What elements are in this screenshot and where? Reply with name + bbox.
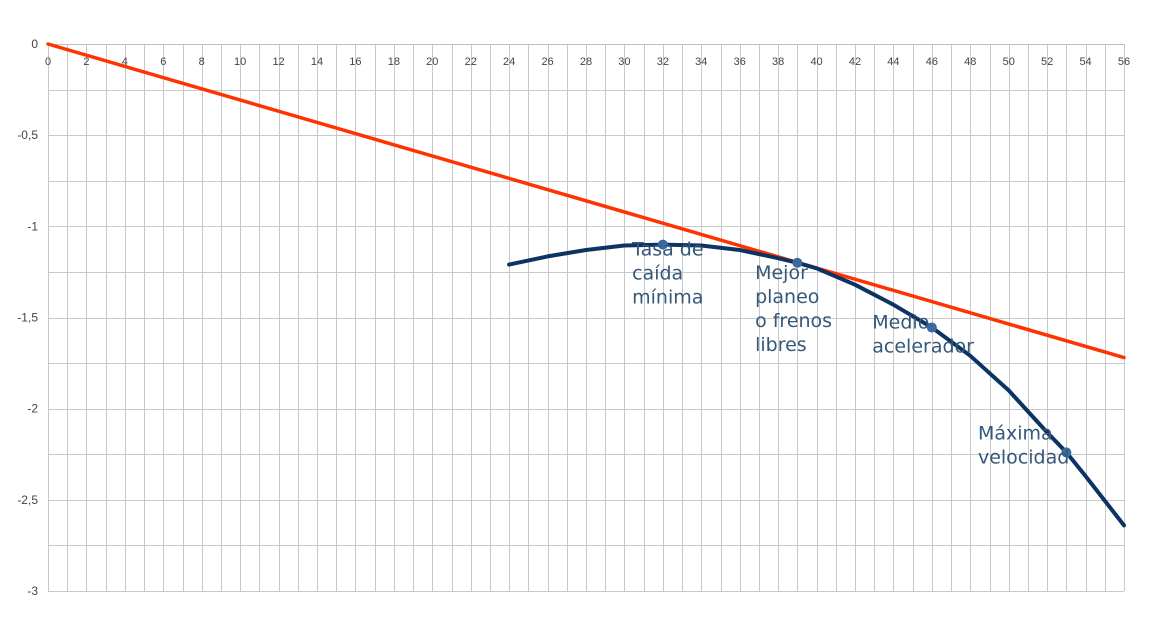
x-tick-label: 40 <box>810 56 822 68</box>
x-tick-label: 42 <box>849 56 861 68</box>
data-point-marker <box>792 257 803 268</box>
annotation-label: Tasa de caída mínima <box>631 239 703 309</box>
x-tick-label: 0 <box>45 56 51 68</box>
x-tick-label: 32 <box>657 56 669 68</box>
x-tick-label: 48 <box>964 56 976 68</box>
data-point-marker <box>926 322 937 333</box>
x-tick-label: 28 <box>580 56 592 68</box>
y-tick-label: 0 <box>31 37 38 51</box>
x-tick-label: 12 <box>272 56 284 68</box>
annotation-label: Medio acelerador <box>872 311 974 357</box>
y-tick-label: -2 <box>27 402 38 416</box>
x-tick-label: 26 <box>541 56 553 68</box>
x-tick-label: 18 <box>388 56 400 68</box>
data-point-marker <box>1061 447 1072 458</box>
annotation-line: acelerador <box>872 335 974 357</box>
annotation-line: libres <box>755 334 807 356</box>
annotation-line: Medio <box>872 311 929 333</box>
x-tick-label: 38 <box>772 56 784 68</box>
y-tick-label: -0,5 <box>17 128 38 142</box>
x-tick-label: 30 <box>618 56 630 68</box>
polar-curve <box>507 242 1126 528</box>
y-axis-ticks: 0 -0,5 -1 -1,5 -2 -2,5 -3 <box>17 37 38 598</box>
x-tick-label: 44 <box>887 56 899 68</box>
grid <box>48 44 1125 592</box>
x-tick-label: 20 <box>426 56 438 68</box>
x-tick-label: 8 <box>199 56 205 68</box>
x-tick-label: 22 <box>465 56 477 68</box>
y-tick-label: -1 <box>27 219 38 233</box>
annotation-line: mínima <box>632 287 703 309</box>
tangent-line <box>46 42 1126 360</box>
annotations: Tasa de caída mínima Mejor planeo o frenos lib… <box>631 239 1069 469</box>
x-tick-label: 16 <box>349 56 361 68</box>
data-point-marker <box>657 239 668 250</box>
x-tick-label: 36 <box>734 56 746 68</box>
data-markers <box>657 239 1072 458</box>
annotation-label: Mejor planeo o frenos libres <box>755 262 832 356</box>
x-tick-label: 4 <box>122 56 128 68</box>
y-tick-label: -3 <box>27 584 38 598</box>
x-tick-label: 52 <box>1041 56 1053 68</box>
annotation-line: caída <box>632 263 683 285</box>
x-tick-label: 34 <box>695 56 707 68</box>
x-tick-label: 24 <box>503 56 515 68</box>
x-axis-ticks: 0 2 4 6 8 10 12 14 16 18 20 22 24 26 28 30 32 34 36 38 40 42 4… <box>45 56 1130 68</box>
annotation-label: Máxima velocidad <box>978 423 1069 469</box>
annotation-line: o frenos <box>755 310 832 332</box>
x-tick-label: 50 <box>1003 56 1015 68</box>
x-tick-label: 10 <box>234 56 246 68</box>
x-tick-label: 54 <box>1079 56 1091 68</box>
annotation-line: Mejor <box>755 262 808 284</box>
x-tick-label: 56 <box>1118 56 1130 68</box>
x-tick-label: 14 <box>311 56 323 68</box>
annotation-line: Tasa de <box>631 239 703 261</box>
y-tick-label: -2,5 <box>17 493 38 507</box>
annotation-line: velocidad <box>978 447 1069 469</box>
x-tick-label: 46 <box>926 56 938 68</box>
annotation-line: Máxima <box>978 423 1053 445</box>
annotation-line: planeo <box>755 286 819 308</box>
x-tick-label: 6 <box>160 56 166 68</box>
y-tick-label: -1,5 <box>17 311 38 325</box>
x-tick-label: 2 <box>83 56 89 68</box>
series-lines <box>46 42 1126 528</box>
